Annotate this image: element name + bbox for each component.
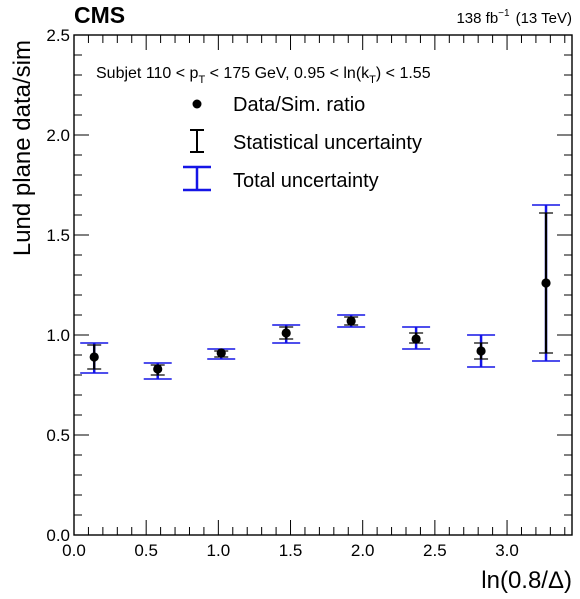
data-point xyxy=(467,334,496,368)
y-tick-label: 1.0 xyxy=(46,326,70,345)
x-tick-label: 3.0 xyxy=(495,541,519,560)
selection-prefix: Subjet 110 < p xyxy=(96,65,199,82)
lumi-energy-label: 138 fb−1 (13 TeV) xyxy=(456,8,572,27)
luminosity-value: 138 fb xyxy=(456,10,498,27)
selection-pt-subscript: T xyxy=(198,74,205,86)
x-tick-label: 0.5 xyxy=(134,541,158,560)
data-marker xyxy=(541,278,551,288)
data-point xyxy=(80,342,109,374)
data-point xyxy=(337,314,366,328)
x-tick-labels: 0.0 0.5 1.0 1.5 2.0 2.5 3.0 xyxy=(62,541,519,560)
experiment-label: CMS xyxy=(74,2,125,28)
selection-suffix: ) < 1.55 xyxy=(376,65,431,82)
data-marker xyxy=(476,346,486,356)
y-tick-label: 2.5 xyxy=(46,26,70,45)
data-marker xyxy=(153,364,163,374)
x-tick-label: 0.0 xyxy=(62,541,86,560)
legend-data-label: Data/Sim. ratio xyxy=(233,94,365,116)
data-marker xyxy=(346,316,356,326)
data-marker xyxy=(89,352,99,362)
selection-middle: < 175 GeV, 0.95 < ln(k xyxy=(205,65,370,82)
data-point xyxy=(272,324,301,344)
data-marker xyxy=(411,334,421,344)
x-tick-label: 2.0 xyxy=(351,541,375,560)
y-tick-labels: 0.0 0.5 1.0 1.5 2.0 2.5 xyxy=(46,26,70,545)
y-tick-label: 0.5 xyxy=(46,426,70,445)
data-layer xyxy=(80,204,561,380)
data-point xyxy=(207,348,236,360)
data-point xyxy=(532,204,561,362)
legend-data-marker xyxy=(192,99,202,109)
data-marker xyxy=(281,328,291,338)
axis-ticks xyxy=(73,34,572,536)
legend-stat-marker xyxy=(190,129,204,153)
y-tick-label: 2.0 xyxy=(46,126,70,145)
data-marker xyxy=(216,348,226,358)
selection-kt-subscript: T xyxy=(369,74,376,86)
x-tick-label: 1.5 xyxy=(279,541,303,560)
plot-frame xyxy=(73,34,573,536)
data-point xyxy=(402,326,431,350)
legend-total-label: Total uncertainty xyxy=(233,170,379,192)
x-tick-label: 2.5 xyxy=(423,541,447,560)
y-tick-label: 1.5 xyxy=(46,226,70,245)
x-axis-label: ln(0.8/Δ) xyxy=(481,567,572,594)
legend-stat-label: Statistical uncertainty xyxy=(233,132,422,154)
legend: Data/Sim. ratio Statistical uncertainty … xyxy=(183,94,422,192)
y-tick-label: 0.0 xyxy=(46,526,70,545)
y-axis-label: Lund plane data/sim xyxy=(9,40,36,256)
energy-value: (13 TeV) xyxy=(516,10,572,27)
luminosity-exponent: −1 xyxy=(498,8,510,19)
x-tick-label: 1.0 xyxy=(207,541,231,560)
data-point xyxy=(143,362,172,380)
legend-total-marker xyxy=(183,165,211,192)
selection-label: Subjet 110 < pT < 175 GeV, 0.95 < ln(kT)… xyxy=(96,65,431,86)
